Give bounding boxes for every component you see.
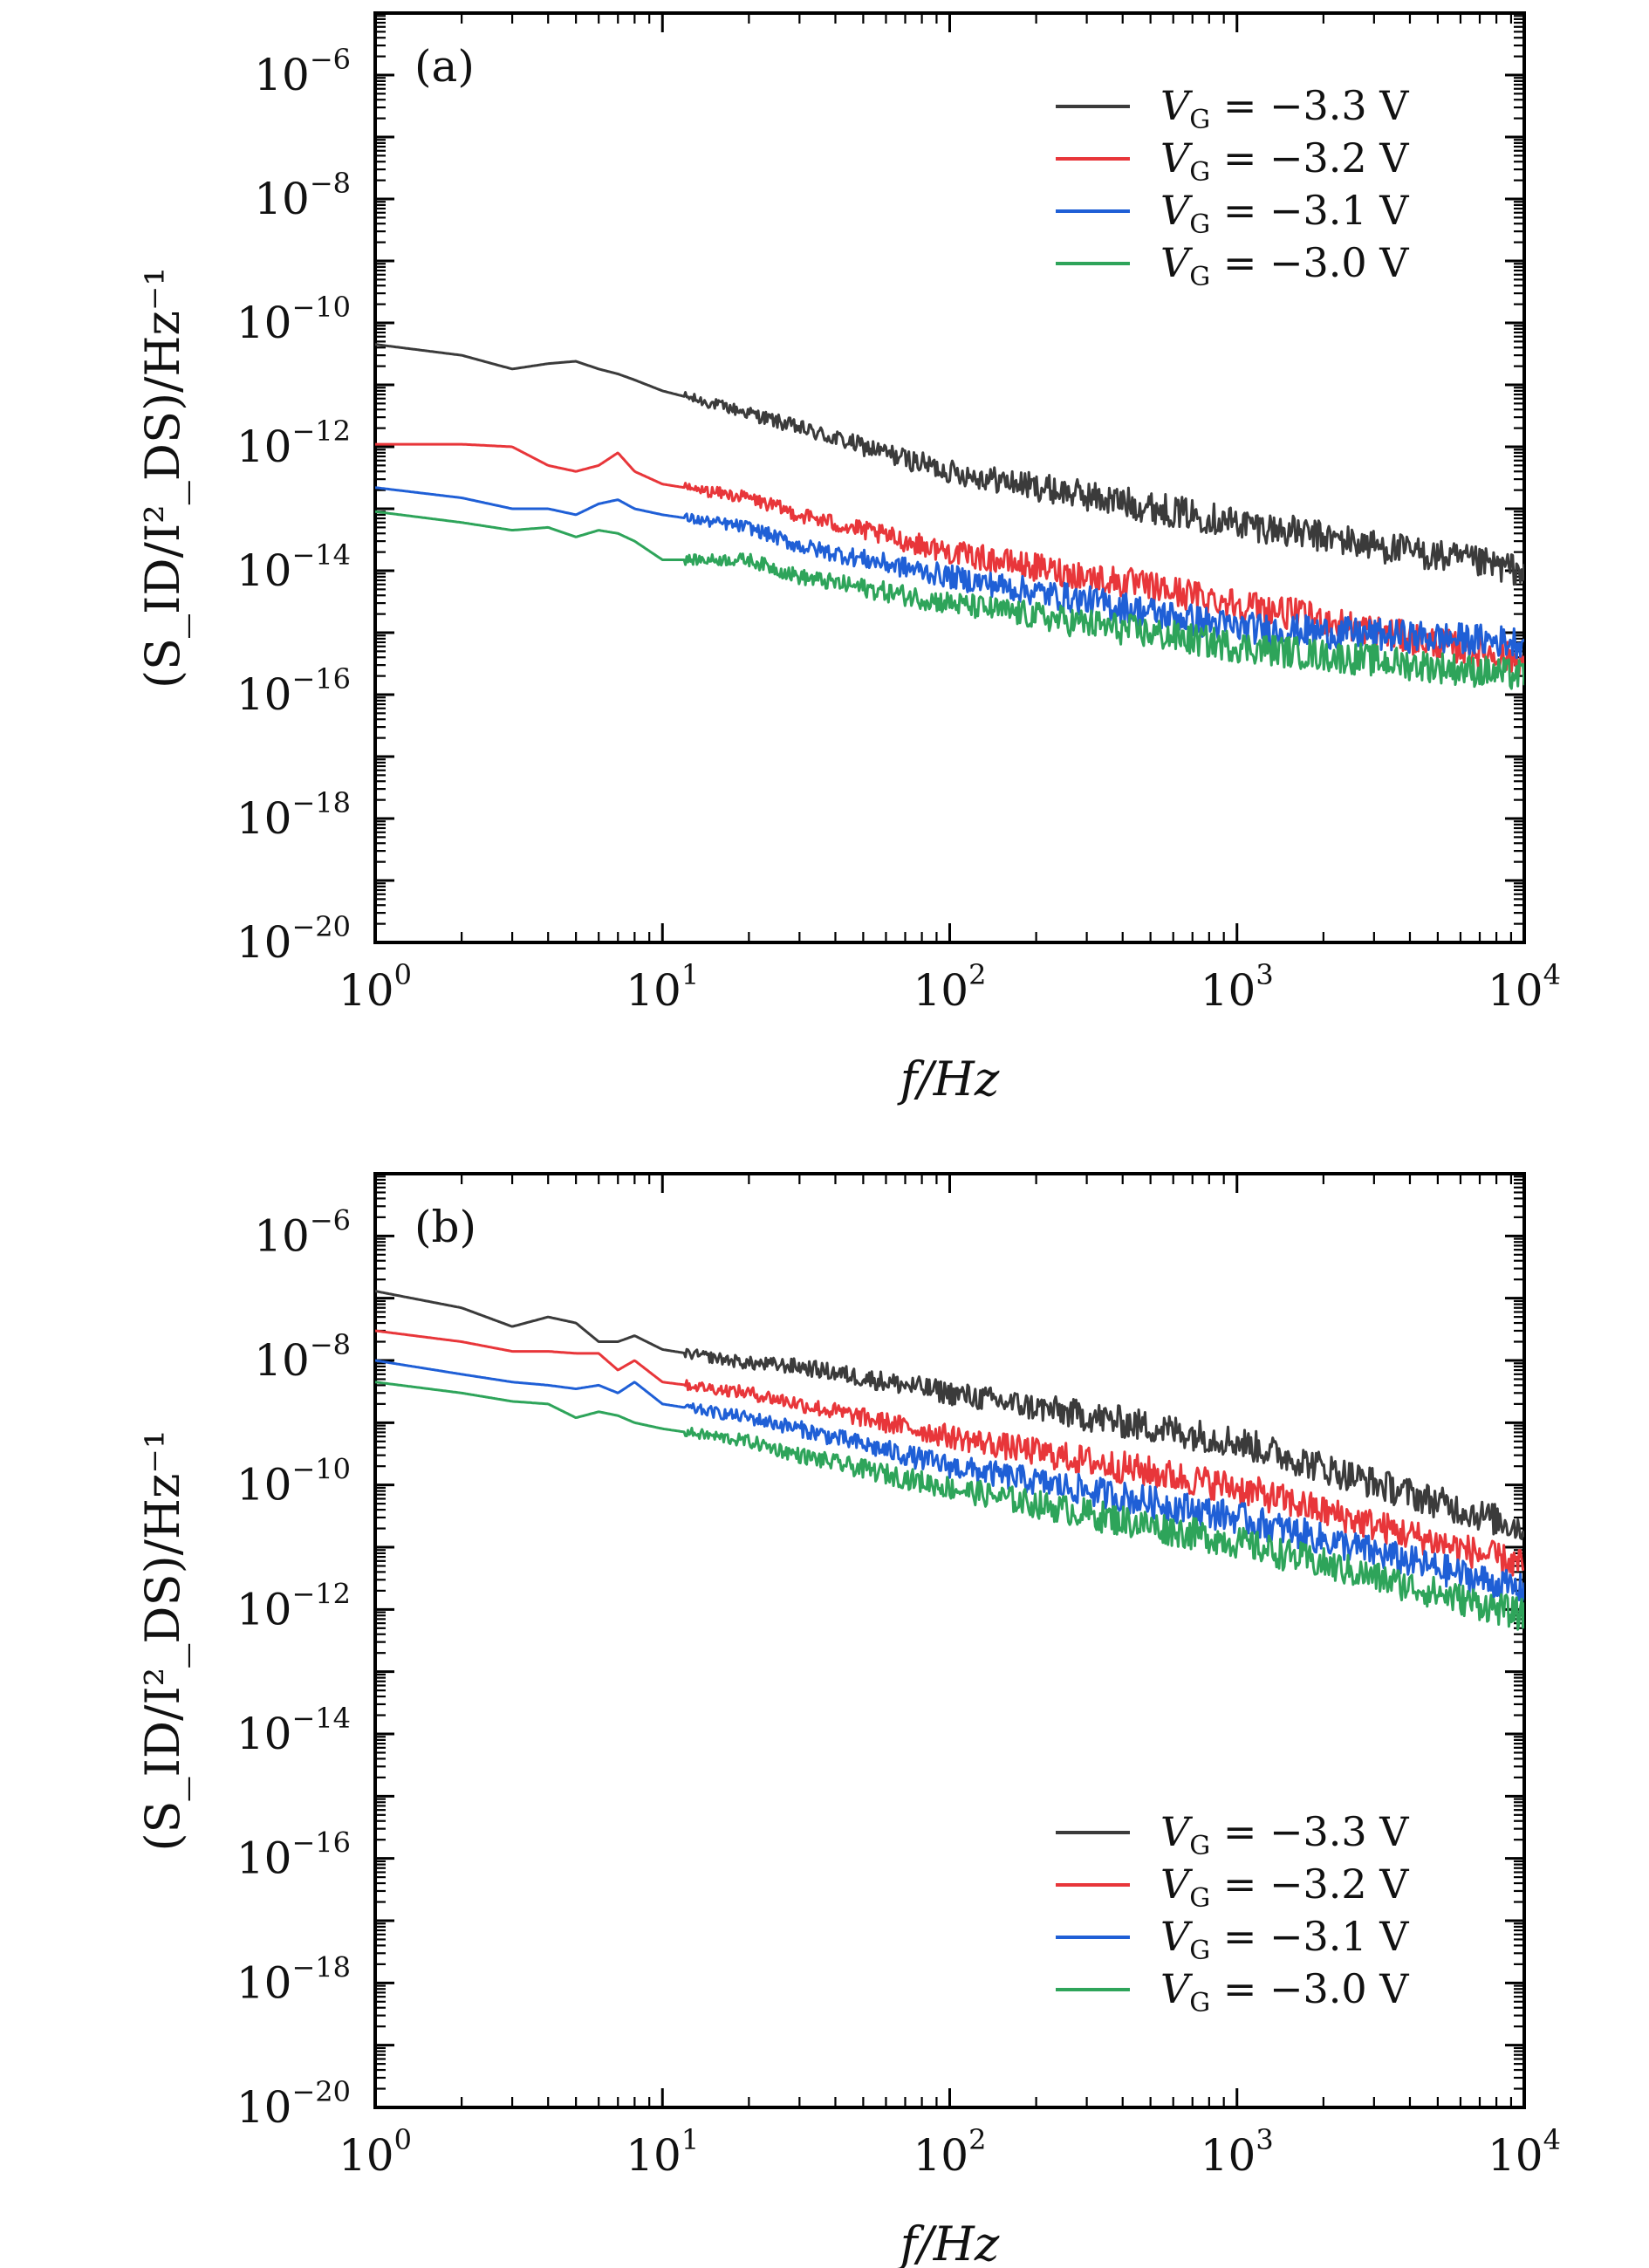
series-line-4	[375, 510, 1524, 690]
panel-label: (a)	[414, 41, 475, 92]
series-line-3	[375, 486, 1524, 660]
x-ticks: 100 101 102 103 104	[339, 1174, 1561, 2181]
y-tick-label: 10−10	[236, 1453, 351, 1511]
x-tick-label: 104	[1488, 2123, 1561, 2181]
y-tick-label: 10−8	[254, 1328, 351, 1386]
legend-label-1: VG = −3.3 V	[1160, 1808, 1409, 1861]
series-line-2	[375, 1329, 1524, 1577]
series-group	[375, 1290, 1524, 1631]
x-tick-label: 103	[1201, 2123, 1274, 2181]
x-tick-label: 104	[1488, 958, 1561, 1016]
y-tick-label: 10−14	[236, 538, 351, 596]
series-line-2	[375, 442, 1524, 677]
legend: VG = −3.3 VVG = −3.2 VVG = −3.1 VVG = −3…	[1056, 1808, 1409, 2018]
series-line-1	[375, 1290, 1524, 1540]
y-tick-label: 10−14	[236, 1702, 351, 1759]
chart-panel-a: 100 101 102 103 104 10−20 10−18 10−16 10−14 10−12…	[135, 11, 1561, 1107]
y-tick-label: 10−16	[236, 1826, 351, 1884]
y-tick-label: 10−8	[254, 167, 351, 224]
series-group	[375, 343, 1524, 690]
y-axis-title: (S_ID/I²_DS)/Hz⁻¹	[135, 267, 190, 689]
y-tick-label: 10−12	[236, 415, 351, 472]
y-tick-label: 10−18	[236, 1950, 351, 2008]
x-tick-label: 103	[1201, 958, 1274, 1016]
x-tick-label: 102	[913, 2123, 987, 2181]
legend-label-3: VG = −3.1 V	[1160, 1913, 1409, 1966]
x-tick-label: 102	[913, 958, 987, 1016]
x-tick-label: 101	[626, 958, 699, 1016]
series-line-1	[375, 343, 1524, 586]
y-tick-label: 10−6	[254, 43, 351, 100]
y-tick-label: 10−18	[236, 786, 351, 844]
x-tick-label: 101	[626, 2123, 699, 2181]
series-line-4	[375, 1381, 1524, 1631]
legend-label-4: VG = −3.0 V	[1160, 239, 1409, 292]
y-tick-label: 10−6	[254, 1203, 351, 1261]
y-ticks: 10−20 10−18 10−16 10−14 10−12 10−10 10−8 10−6	[236, 1172, 1524, 2133]
x-axis-title: f/Hz	[897, 2217, 1000, 2268]
y-tick-label: 10−20	[236, 2075, 351, 2133]
chart-panel-b: 100 101 102 103 104 10−20 10−18 10−16 10−14 10−12…	[135, 1172, 1561, 2268]
legend-label-2: VG = −3.2 V	[1160, 1860, 1409, 1914]
legend-label-4: VG = −3.0 V	[1160, 1965, 1409, 2018]
legend: VG = −3.3 VVG = −3.2 VVG = −3.1 VVG = −3…	[1056, 82, 1409, 292]
y-ticks: 10−20 10−18 10−16 10−14 10−12 10−10 10−8 10−6	[236, 11, 1524, 968]
legend-label-1: VG = −3.3 V	[1160, 82, 1409, 135]
series-line-3	[375, 1359, 1524, 1604]
x-tick-label: 100	[339, 2123, 412, 2181]
panel-label: (b)	[414, 1202, 476, 1252]
legend-label-3: VG = −3.1 V	[1160, 187, 1409, 240]
y-tick-label: 10−16	[236, 662, 351, 720]
legend-label-2: VG = −3.2 V	[1160, 134, 1409, 188]
x-ticks: 100 101 102 103 104	[339, 13, 1561, 1016]
y-axis-title: (S_ID/I²_DS)/Hz⁻¹	[135, 1429, 190, 1851]
y-tick-label: 10−10	[236, 291, 351, 348]
x-axis-title: f/Hz	[897, 1052, 1000, 1107]
x-tick-label: 100	[339, 958, 412, 1016]
y-tick-label: 10−20	[236, 910, 351, 968]
y-tick-label: 10−12	[236, 1577, 351, 1634]
